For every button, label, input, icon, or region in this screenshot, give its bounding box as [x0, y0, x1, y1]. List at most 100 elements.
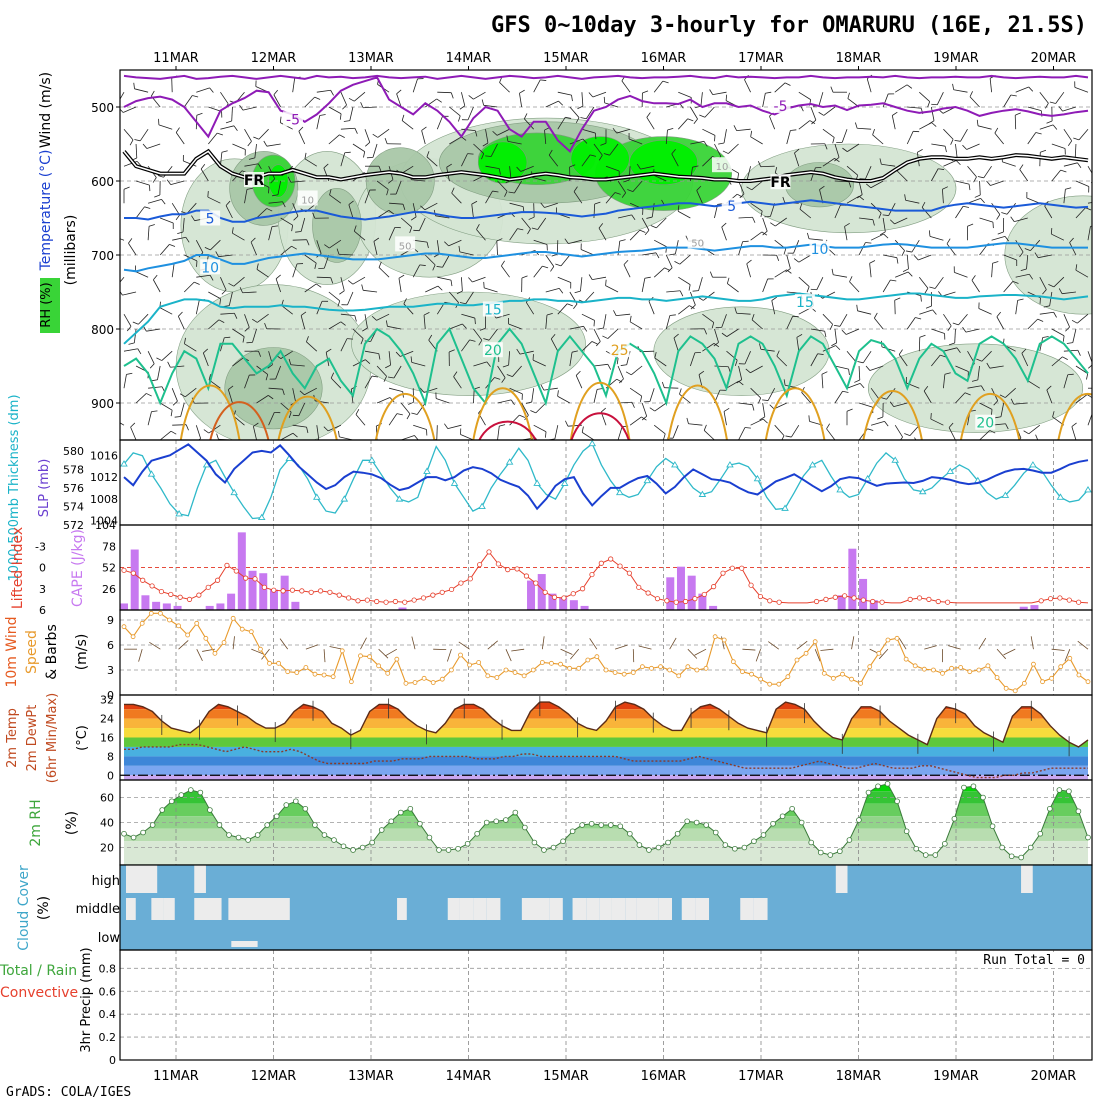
wind-speed-marker — [658, 664, 663, 670]
wind-barb — [869, 365, 884, 371]
wind-barb-flag — [540, 384, 545, 391]
wind-barb-flag — [312, 450, 314, 455]
wind-speed-marker — [312, 671, 318, 677]
wind-barb-flag — [627, 189, 634, 192]
wind-barb — [423, 387, 438, 393]
wind-barb-flag — [865, 242, 872, 244]
wind-barb — [943, 347, 958, 352]
minmax-axis-label: (6hr Min/Max) — [45, 693, 60, 783]
wind-barb-flag — [146, 393, 152, 397]
wind-barb — [857, 310, 872, 315]
wind-barb-flag — [1024, 248, 1031, 251]
temp-tick-label: 8 — [107, 750, 114, 763]
wind-barb-flag — [550, 266, 555, 272]
rh2m-marker — [464, 840, 471, 847]
wind-speed-marker — [758, 676, 764, 682]
li-marker — [495, 561, 501, 567]
wind-barb — [1077, 640, 1089, 650]
wind-barb — [306, 341, 318, 352]
wind-barb-flag — [698, 370, 705, 375]
wind-barb-flag — [257, 163, 262, 170]
li-marker — [533, 580, 539, 586]
wind-barb-flag — [363, 151, 366, 158]
wind-barb-flag — [757, 397, 762, 404]
wind-barb-flag — [437, 285, 443, 291]
wind-speed-marker — [512, 670, 518, 675]
rh-shading — [312, 188, 362, 263]
wind-speed-marker — [239, 626, 245, 632]
wind-barb — [557, 395, 571, 404]
wind-barb — [897, 170, 908, 182]
warm-isotherm — [1057, 392, 1092, 440]
wind-barb-flag — [594, 133, 597, 140]
wind-barb-flag — [126, 372, 133, 375]
wind-barb — [461, 92, 466, 106]
wind-barb-flag — [948, 342, 955, 346]
wind-barb — [147, 198, 162, 204]
li-marker — [317, 588, 324, 594]
wind-barb — [512, 365, 522, 377]
wind-speed-marker — [549, 660, 554, 666]
wind-barb — [931, 143, 946, 147]
wind-barb-flag — [459, 302, 466, 305]
wind-barb — [895, 271, 909, 278]
li-marker — [149, 583, 155, 589]
wind-barb-flag — [225, 120, 232, 124]
wind-speed-marker — [230, 615, 236, 621]
wind-barb-flag — [387, 179, 394, 184]
wind-barb — [654, 239, 667, 248]
wind-barb — [702, 156, 713, 167]
wind-speed-marker — [339, 648, 345, 654]
wind-barb — [178, 640, 189, 650]
wind-barb-flag — [1075, 264, 1078, 271]
wind-barb-flag — [471, 200, 478, 205]
wind-barb-flag — [166, 179, 172, 185]
wind-barb-flag — [674, 261, 680, 265]
wind-barb — [220, 91, 229, 105]
wind-barb — [554, 425, 559, 439]
wind-barb — [798, 254, 812, 263]
wind-barb — [435, 215, 450, 219]
rh2m-marker — [856, 817, 862, 823]
wind-barb — [1087, 202, 1092, 204]
wind-barb — [449, 136, 462, 145]
wind-barb-flag — [581, 426, 584, 433]
wind-barb-flag — [807, 232, 810, 239]
cape-bar — [259, 573, 268, 610]
wind-barb — [290, 364, 305, 367]
wind-barb — [532, 359, 546, 367]
wind-barb-flag — [883, 233, 889, 239]
wind-barb — [886, 387, 896, 400]
wind-barb-flag — [770, 222, 776, 227]
wind-barb — [786, 254, 791, 269]
contour-label-bg — [770, 98, 791, 113]
wind-barb — [157, 365, 161, 380]
wind-barb-flag — [137, 348, 142, 355]
wind-barb — [232, 636, 235, 650]
thickness-tick-label: 572 — [63, 519, 84, 532]
contour-label: 50 — [399, 241, 412, 252]
wind-speed-marker — [476, 660, 482, 665]
wind-barb-flag — [973, 176, 977, 183]
isotherm-20 — [123, 327, 1089, 407]
wind-barb — [955, 365, 969, 372]
wind-barb-flag — [410, 216, 417, 221]
wind-barb-flag — [1073, 137, 1080, 141]
contour-label-bg — [200, 210, 221, 226]
cape-bar — [216, 603, 225, 610]
wind-speed-marker — [203, 635, 209, 641]
wind-barb — [225, 205, 233, 219]
wind-speed-marker — [721, 637, 727, 643]
wind-barb — [1055, 91, 1065, 104]
li-marker — [842, 593, 848, 599]
wind-barb — [744, 351, 751, 365]
wind-barb-flag — [944, 146, 947, 153]
wind-tick-label: 0 — [107, 689, 114, 702]
wind-barb — [228, 291, 233, 306]
wind-barb — [1051, 356, 1063, 367]
wind-barb-flag — [474, 386, 481, 390]
wind-barb-flag — [565, 116, 572, 119]
wind-barb — [244, 163, 259, 167]
wind-barb-flag — [450, 92, 454, 99]
